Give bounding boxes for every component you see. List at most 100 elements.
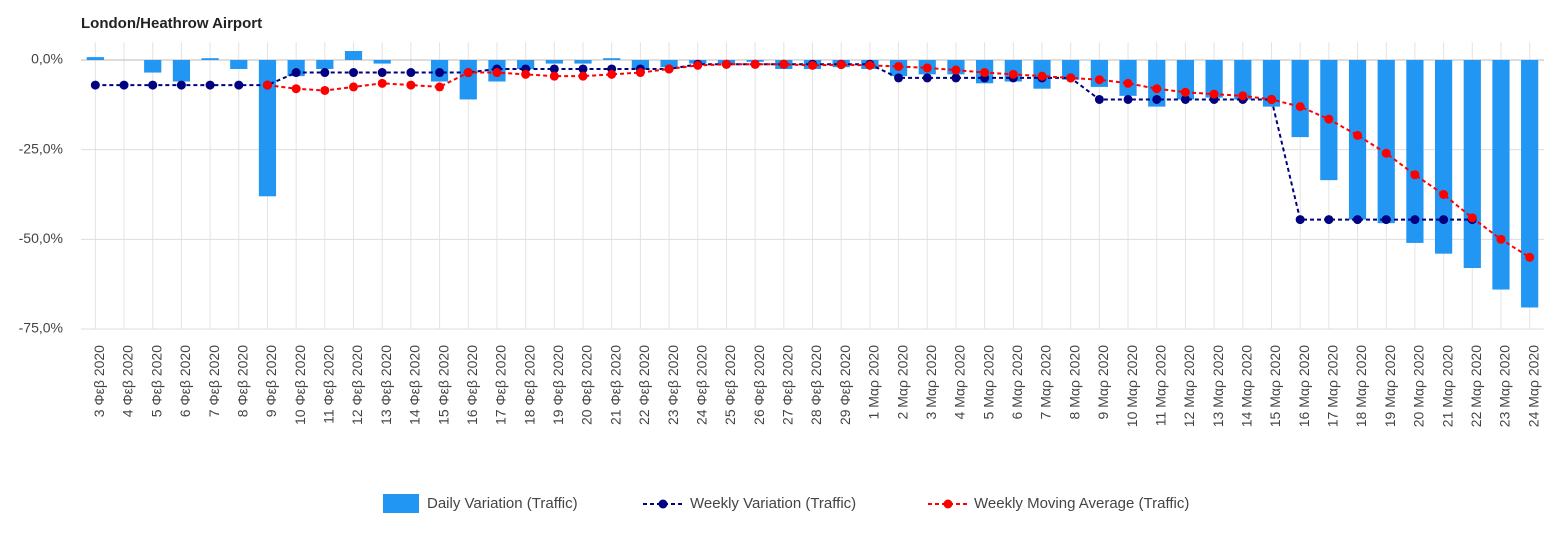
x-tick-label: 21 Φεβ 2020 xyxy=(607,345,623,425)
bar xyxy=(1262,60,1281,107)
bar xyxy=(1463,60,1481,269)
legend-label: Weekly Moving Average (Traffic) xyxy=(974,495,1189,512)
point xyxy=(549,71,559,81)
x-tick-label: 3 Φεβ 2020 xyxy=(91,345,107,417)
point xyxy=(320,85,330,95)
point xyxy=(578,64,588,74)
x-tick-label: 18 Μαρ 2020 xyxy=(1353,345,1369,427)
point xyxy=(262,80,272,90)
bar xyxy=(172,60,191,82)
bar xyxy=(344,51,363,60)
x-tick-label: 18 Φεβ 2020 xyxy=(521,345,537,425)
bar xyxy=(373,60,391,64)
x-tick-label: 19 Φεβ 2020 xyxy=(550,345,566,425)
x-tick-label: 7 Μαρ 2020 xyxy=(1038,345,1054,420)
point xyxy=(1266,94,1276,104)
y-tick-label: -50,0% xyxy=(19,230,63,246)
x-tick-label: 5 Φεβ 2020 xyxy=(148,345,164,417)
x-tick-label: 16 Μαρ 2020 xyxy=(1296,345,1312,427)
y-tick-label: -25,0% xyxy=(19,140,63,156)
x-tick-label: 12 Μαρ 2020 xyxy=(1181,345,1197,427)
point xyxy=(435,68,445,78)
x-tick-label: 11 Φεβ 2020 xyxy=(321,345,337,424)
point xyxy=(1037,71,1047,81)
x-tick-label: 3 Μαρ 2020 xyxy=(923,345,939,420)
point xyxy=(1295,215,1305,225)
x-tick-label: 1 Μαρ 2020 xyxy=(866,345,882,420)
point xyxy=(148,80,158,90)
point xyxy=(291,68,301,78)
x-tick-label: 21 Μαρ 2020 xyxy=(1439,345,1455,427)
point xyxy=(635,68,645,78)
x-tick-label: 5 Μαρ 2020 xyxy=(980,345,996,420)
bar xyxy=(660,60,678,68)
point xyxy=(894,61,904,71)
chart-title: London/Heathrow Airport xyxy=(81,15,262,32)
point xyxy=(1353,215,1363,225)
point xyxy=(865,60,875,70)
point xyxy=(693,60,703,70)
legend-label: Weekly Variation (Traffic) xyxy=(690,495,856,512)
point xyxy=(1295,102,1305,112)
x-tick-label: 28 Φεβ 2020 xyxy=(808,345,824,425)
x-tick-label: 26 Φεβ 2020 xyxy=(751,345,767,425)
point xyxy=(1180,87,1190,97)
x-tick-label: 17 Μαρ 2020 xyxy=(1325,345,1341,427)
point xyxy=(521,69,531,79)
x-tick-label: 29 Φεβ 2020 xyxy=(837,345,853,425)
x-tick-label: 7 Φεβ 2020 xyxy=(206,345,222,417)
x-tick-label: 11 Μαρ 2020 xyxy=(1152,345,1168,426)
bar xyxy=(574,60,592,64)
point xyxy=(1467,213,1477,223)
x-tick-label: 23 Φεβ 2020 xyxy=(665,345,681,425)
bar xyxy=(1492,60,1510,290)
bar xyxy=(459,60,477,100)
point xyxy=(406,80,416,90)
x-tick-label: 19 Μαρ 2020 xyxy=(1382,345,1398,427)
x-tick-label: 16 Φεβ 2020 xyxy=(464,345,480,425)
legend-label: Daily Variation (Traffic) xyxy=(427,495,578,512)
point xyxy=(1238,91,1248,101)
x-tick-label: 4 Μαρ 2020 xyxy=(952,345,968,420)
bar xyxy=(1291,60,1309,138)
point xyxy=(119,80,129,90)
point xyxy=(1381,215,1391,225)
bar xyxy=(230,60,248,69)
point xyxy=(406,68,416,78)
bar xyxy=(86,57,104,60)
x-tick-label: 20 Μαρ 2020 xyxy=(1411,345,1427,427)
bar xyxy=(1148,60,1166,107)
point xyxy=(750,59,760,69)
x-tick-label: 8 Μαρ 2020 xyxy=(1066,345,1082,420)
x-tick-label: 8 Φεβ 2020 xyxy=(234,345,250,417)
bar xyxy=(1205,60,1223,98)
point xyxy=(1353,130,1363,140)
x-tick-label: 15 Μαρ 2020 xyxy=(1267,345,1283,427)
x-tick-label: 23 Μαρ 2020 xyxy=(1497,345,1513,427)
x-tick-label: 12 Φεβ 2020 xyxy=(349,345,365,425)
point xyxy=(664,64,674,74)
x-tick-label: 20 Φεβ 2020 xyxy=(579,345,595,425)
point xyxy=(1123,78,1133,88)
point xyxy=(1094,75,1104,85)
x-tick-label: 6 Μαρ 2020 xyxy=(1009,345,1025,420)
point xyxy=(549,64,559,74)
point xyxy=(349,68,359,78)
legend-swatch xyxy=(383,494,419,513)
point xyxy=(922,63,932,73)
x-tick-label: 25 Φεβ 2020 xyxy=(722,345,738,425)
point xyxy=(1324,215,1334,225)
y-tick-label: 0,0% xyxy=(31,51,63,67)
point xyxy=(1410,215,1420,225)
x-tick-label: 24 Μαρ 2020 xyxy=(1525,345,1541,427)
point xyxy=(1439,215,1449,225)
bar xyxy=(1176,60,1195,100)
point xyxy=(349,82,359,92)
x-tick-label: 22 Φεβ 2020 xyxy=(636,345,652,425)
bar xyxy=(1234,60,1252,100)
x-tick-label: 6 Φεβ 2020 xyxy=(177,345,193,417)
point xyxy=(1094,94,1104,104)
point xyxy=(234,80,244,90)
bar xyxy=(1434,60,1453,254)
